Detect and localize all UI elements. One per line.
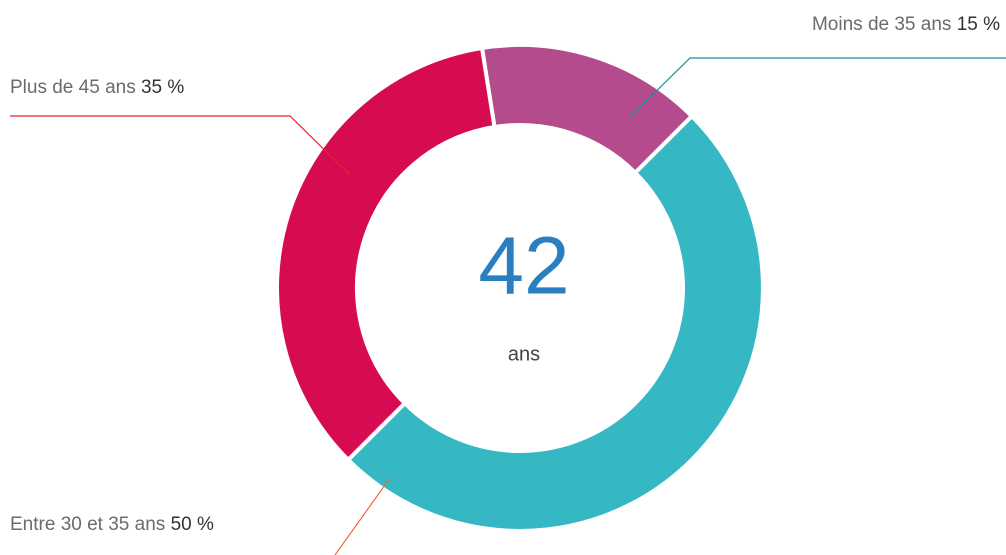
- leader-line: [334, 477, 391, 555]
- donut-segment: [275, 45, 497, 463]
- segment-name: Plus de 45 ans: [10, 77, 136, 98]
- segment-name: Moins de 35 ans: [812, 14, 951, 35]
- donut-segment: [345, 113, 765, 533]
- center-value: 42: [478, 221, 569, 312]
- segment-value: 15 %: [957, 14, 1000, 35]
- leader-line: [629, 57, 1006, 118]
- segment-label: Entre 30 et 35 ans 50 %: [10, 514, 214, 535]
- segment-label: Moins de 35 ans 15 %: [812, 14, 1000, 35]
- segment-value: 35 %: [141, 77, 184, 98]
- segment-value: 50 %: [171, 514, 214, 535]
- center-label: ans: [508, 343, 540, 365]
- segment-label: Plus de 45 ans 35 %: [10, 77, 184, 98]
- leader-line: [10, 115, 351, 176]
- segment-name: Entre 30 et 35 ans: [10, 514, 165, 535]
